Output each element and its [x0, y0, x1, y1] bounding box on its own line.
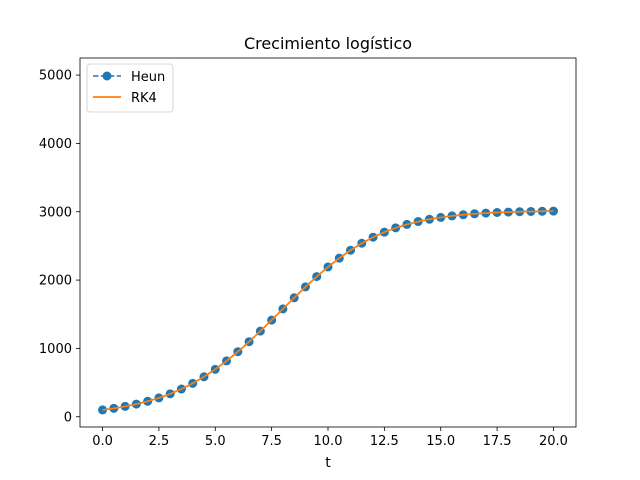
axes: 0.0 2.5 5.0 7.5 10.0 12.5 15.0 17.5 20.0 0 1000 200…	[39, 57, 577, 449]
x-tick-label: 12.5	[370, 434, 399, 449]
x-tick-label: 17.5	[483, 434, 512, 449]
y-tick-label: 3000	[39, 205, 72, 220]
legend-label-heun: Heun	[131, 70, 165, 85]
plot-area	[98, 206, 558, 415]
legend: Heun RK4	[86, 63, 174, 113]
series-line-heun	[102, 210, 554, 411]
chart-title: Crecimiento logístico	[244, 34, 412, 53]
x-tick-label: 15.0	[426, 434, 455, 449]
x-tick-label: 5.0	[205, 434, 226, 449]
x-tick-label: 0.0	[92, 434, 113, 449]
x-tick-label: 7.5	[261, 434, 282, 449]
y-tick-label: 5000	[39, 69, 72, 84]
x-tick-label: 2.5	[149, 434, 170, 449]
series-line-rk4	[102, 210, 554, 411]
y-tick-label: 0	[64, 410, 72, 425]
y-tick-label: 4000	[39, 137, 72, 152]
y-tick-label: 2000	[39, 274, 72, 289]
axes-frame	[79, 57, 577, 428]
x-tick-label: 10.0	[314, 434, 343, 449]
legend-marker-heun	[102, 71, 112, 81]
x-tick-label: 20.0	[539, 434, 568, 449]
legend-label-rk4: RK4	[131, 91, 157, 106]
x-axis-label: t	[325, 455, 331, 471]
y-tick-label: 1000	[39, 342, 72, 357]
